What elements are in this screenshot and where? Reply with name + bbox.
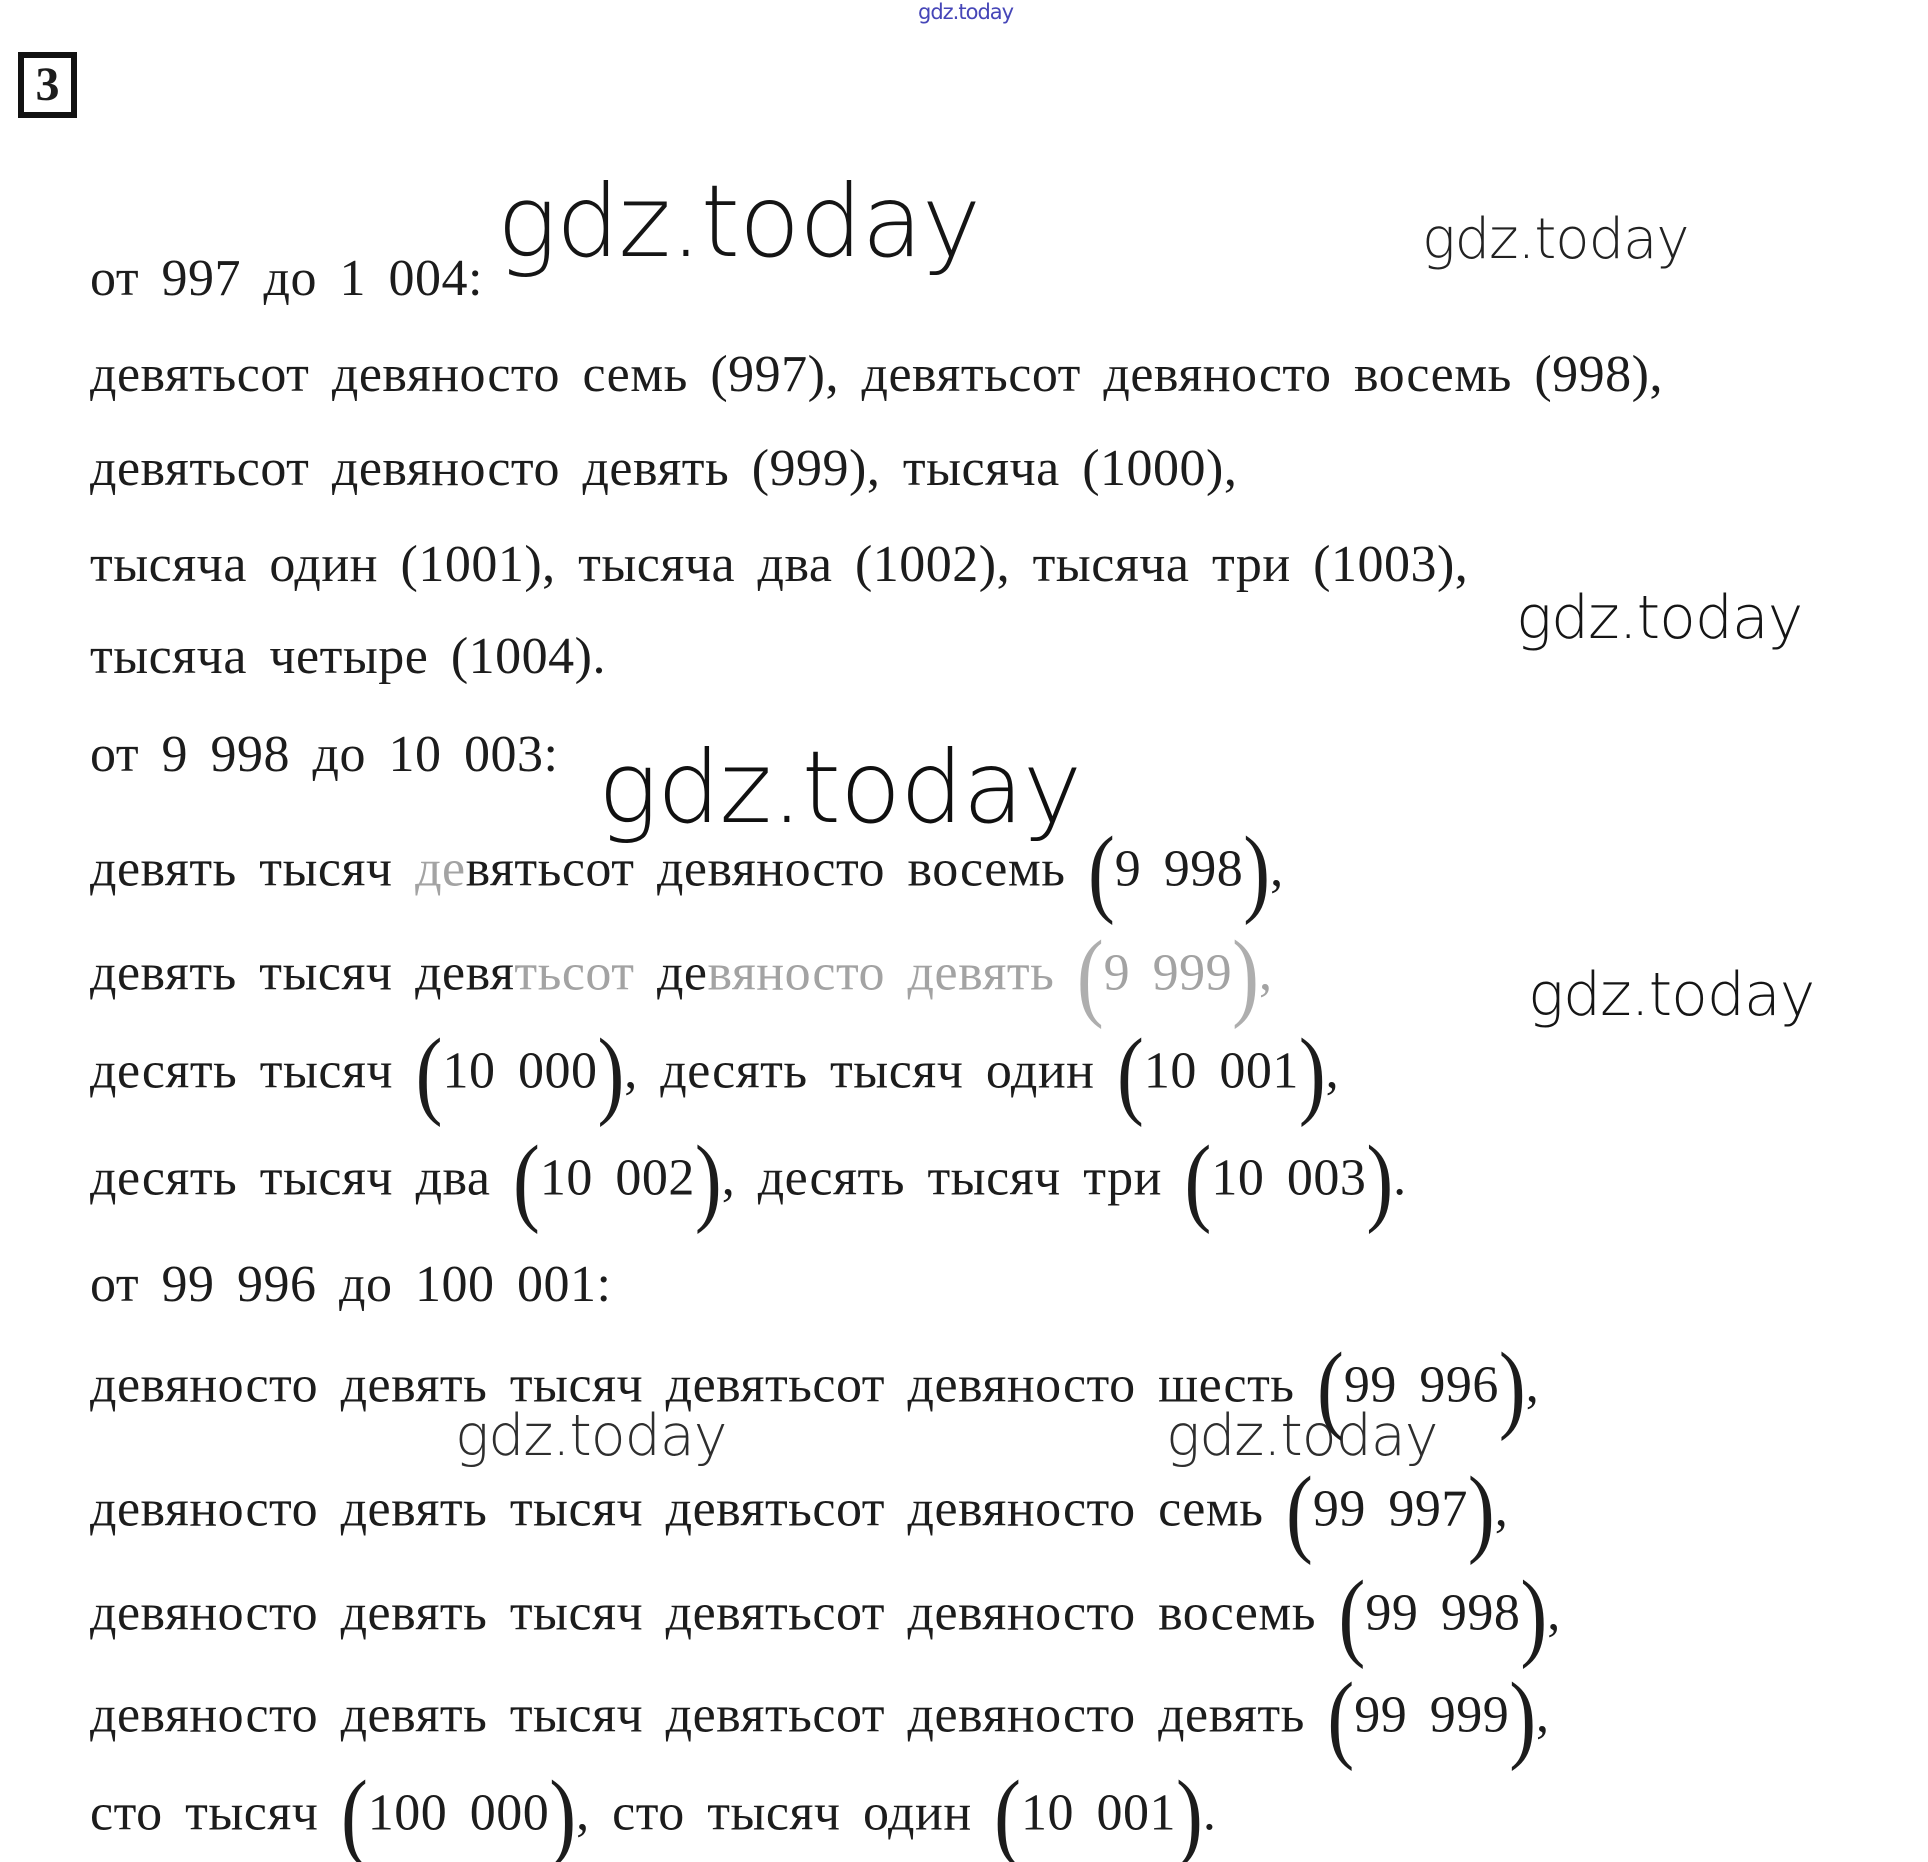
text-line: от 997 до 1 004: bbox=[90, 253, 483, 305]
text-segment: 10 001 bbox=[1143, 1042, 1299, 1100]
text-segment: 99 996 bbox=[1343, 1356, 1499, 1414]
text-line: тысяча один (1001), тысяча два (1002), т… bbox=[90, 539, 1468, 591]
text-segment: девять тысяч bbox=[90, 840, 416, 898]
big-paren: ( bbox=[994, 1761, 1022, 1862]
text-segment: 10 002 bbox=[539, 1149, 695, 1207]
watermark: gdz.today bbox=[1422, 207, 1690, 272]
big-paren: ) bbox=[1176, 1761, 1203, 1862]
big-paren: ( bbox=[513, 1126, 540, 1235]
text-segment: девяносто девять тысяч девятьсот девянос… bbox=[90, 1356, 1318, 1414]
big-paren: ) bbox=[1298, 1019, 1326, 1128]
text-line: девятьсот девяносто семь (997), девятьсо… bbox=[90, 349, 1663, 401]
text-segment: де bbox=[415, 840, 466, 898]
big-paren: ) bbox=[694, 1126, 722, 1235]
text-segment: 9 998 bbox=[1114, 840, 1244, 898]
text-segment: , bbox=[1547, 1584, 1561, 1642]
text-line: девять тысяч девятьсот девяносто девять … bbox=[90, 927, 1273, 1025]
text-segment: , bbox=[1494, 1480, 1509, 1538]
text-segment: , bbox=[1270, 840, 1284, 898]
text-segment: 99 997 bbox=[1312, 1480, 1468, 1538]
big-paren: ) bbox=[549, 1761, 577, 1862]
watermark: gdz.today bbox=[1516, 583, 1803, 653]
text-line: девять тысяч девятьсот девяносто восемь … bbox=[90, 823, 1284, 921]
watermark: gdz.today bbox=[1166, 1403, 1438, 1469]
watermark: gdz.today bbox=[497, 163, 981, 280]
text-segment: , сто тысяч один bbox=[576, 1784, 995, 1842]
text-segment: вяносто девять bbox=[707, 944, 1077, 1002]
problem-number: 3 bbox=[35, 58, 60, 111]
text-segment: 99 999 bbox=[1354, 1686, 1510, 1744]
text-segment: от 997 до 1 004: bbox=[90, 250, 483, 307]
text-line: от 99 996 до 100 001: bbox=[90, 1259, 611, 1311]
text-segment: 99 998 bbox=[1365, 1584, 1521, 1642]
text-line: девяносто девять тысяч девятьсот девянос… bbox=[90, 1567, 1561, 1665]
text-segment: де bbox=[656, 944, 708, 1002]
big-paren: ( bbox=[1076, 921, 1104, 1030]
text-segment: . bbox=[1393, 1149, 1407, 1207]
big-paren: ( bbox=[1184, 1126, 1212, 1235]
big-paren: ( bbox=[340, 1761, 368, 1862]
text-segment: девять тысяч девя bbox=[90, 944, 515, 1002]
big-paren: ( bbox=[1327, 1663, 1355, 1772]
text-segment: девятьсот девяносто семь (997), девятьсо… bbox=[90, 346, 1663, 403]
text-segment: девяносто девять тысяч девятьсот девянос… bbox=[90, 1480, 1286, 1538]
text-segment: вятьсот девяносто восемь bbox=[465, 840, 1088, 898]
text-line: девятьсот девяносто девять (999), тысяча… bbox=[90, 443, 1237, 495]
watermark: gdz.today bbox=[918, 0, 1014, 24]
watermark: gdz.today bbox=[455, 1403, 727, 1469]
big-paren: ) bbox=[1366, 1126, 1394, 1235]
text-segment: десять тысяч bbox=[90, 1042, 416, 1100]
text-segment: тьсот bbox=[514, 944, 657, 1002]
text-line: десять тысяч два (10 002), десять тысяч … bbox=[90, 1132, 1407, 1230]
watermark: gdz.today bbox=[598, 729, 1082, 846]
text-segment: , bbox=[1325, 1042, 1340, 1100]
problem-number-badge: 3 bbox=[18, 52, 77, 118]
text-segment: девяносто девять тысяч девятьсот девянос… bbox=[90, 1584, 1339, 1642]
big-paren: ) bbox=[597, 1019, 625, 1128]
text-segment: , bbox=[1259, 944, 1273, 1002]
text-segment: десять тысяч два bbox=[90, 1149, 513, 1207]
big-paren: ) bbox=[1498, 1333, 1526, 1442]
big-paren: ) bbox=[1509, 1663, 1537, 1772]
text-segment: 10 001 bbox=[1021, 1784, 1177, 1842]
big-paren: ) bbox=[1520, 1561, 1548, 1670]
text-line: девяносто девять тысяч девятьсот девянос… bbox=[90, 1669, 1550, 1767]
text-segment: от 99 996 до 100 001: bbox=[90, 1256, 612, 1313]
text-segment: , bbox=[1536, 1686, 1550, 1744]
text-segment: тысяча четыре (1004). bbox=[90, 628, 606, 685]
text-segment: 10 003 bbox=[1211, 1149, 1367, 1207]
text-segment: . bbox=[1202, 1784, 1217, 1842]
text-segment: девяносто девять тысяч девятьсот девянос… bbox=[90, 1686, 1328, 1744]
big-paren: ( bbox=[1087, 817, 1115, 926]
big-paren: ( bbox=[1116, 1019, 1144, 1128]
text-segment: , десять тысяч три bbox=[721, 1149, 1185, 1207]
text-segment: 9 999 bbox=[1103, 944, 1233, 1002]
big-paren: ) bbox=[1467, 1457, 1495, 1566]
text-line: десять тысяч (10 000), десять тысяч один… bbox=[90, 1025, 1340, 1123]
big-paren: ) bbox=[1232, 921, 1259, 1030]
big-paren: ( bbox=[1286, 1457, 1313, 1566]
big-paren: ( bbox=[415, 1019, 443, 1128]
text-segment: тысяча один (1001), тысяча два (1002), т… bbox=[90, 536, 1469, 593]
text-segment: 100 000 bbox=[367, 1784, 550, 1842]
text-line: девяносто девять тысяч девятьсот девянос… bbox=[90, 1339, 1540, 1437]
text-segment: девятьсот девяносто девять (999), тысяча… bbox=[90, 440, 1238, 497]
text-segment: 10 000 bbox=[442, 1042, 598, 1100]
watermark: gdz.today bbox=[1528, 960, 1815, 1030]
text-line: девяносто девять тысяч девятьсот девянос… bbox=[90, 1463, 1509, 1561]
text-segment: от 9 998 до 10 003: bbox=[90, 726, 559, 783]
text-line: от 9 998 до 10 003: bbox=[90, 729, 558, 781]
text-segment: , bbox=[1525, 1356, 1540, 1414]
text-line: тысяча четыре (1004). bbox=[90, 631, 606, 683]
big-paren: ) bbox=[1243, 817, 1271, 926]
text-segment: сто тысяч bbox=[90, 1784, 341, 1842]
big-paren: ( bbox=[1338, 1561, 1366, 1670]
text-segment: , десять тысяч один bbox=[624, 1042, 1117, 1100]
big-paren: ( bbox=[1317, 1333, 1344, 1442]
text-line: сто тысяч (100 000), сто тысяч один (10 … bbox=[90, 1767, 1217, 1862]
